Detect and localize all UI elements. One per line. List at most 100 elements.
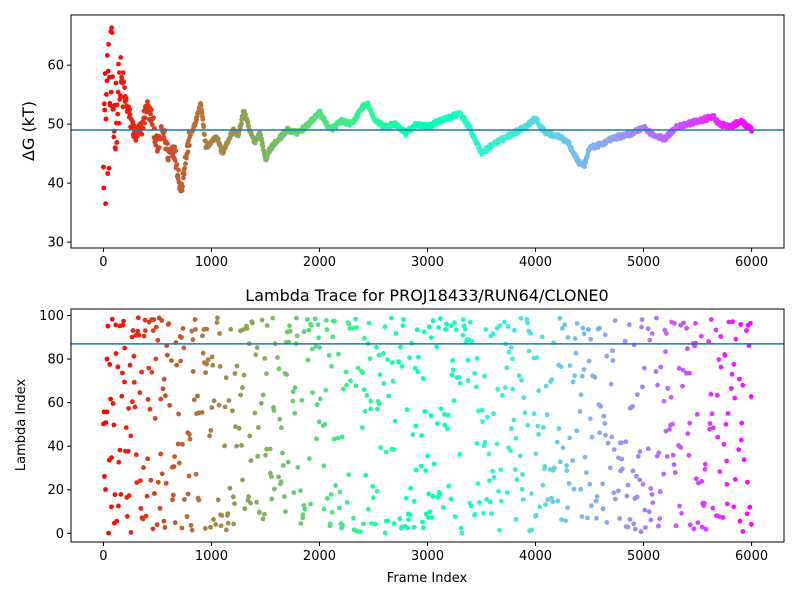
lambda-point [358, 529, 363, 535]
delta-g-point [182, 165, 188, 171]
lambda-point [574, 428, 580, 434]
lambda-point [452, 514, 458, 519]
lambda-point [582, 454, 588, 460]
x-tick-label: 1000 [195, 255, 228, 270]
lambda-point [611, 490, 617, 496]
delta-g-point [123, 96, 129, 102]
lambda-point [428, 335, 434, 340]
lambda-point [616, 488, 621, 494]
lambda-point [657, 516, 663, 521]
lambda-point [363, 472, 369, 478]
lambda-point [574, 321, 580, 326]
lambda-point [217, 331, 223, 336]
lambda-point [339, 434, 345, 440]
delta-g-y-axis-label: ΔG (kT) [19, 101, 38, 161]
lambda-point [487, 499, 493, 505]
lambda-point [167, 403, 173, 408]
lambda-point [330, 334, 336, 340]
lambda-point [361, 387, 367, 392]
lambda-point [747, 504, 753, 510]
delta-g-point [104, 78, 110, 84]
lambda-point [130, 399, 135, 405]
lambda-point [404, 407, 410, 413]
delta-g-point [582, 164, 587, 170]
delta-g-point [145, 99, 150, 104]
lambda-point [638, 529, 644, 535]
lambda-point [445, 426, 450, 431]
lambda-point [437, 316, 443, 321]
lambda-trace-points [101, 315, 754, 536]
lambda-point [486, 451, 492, 457]
y-tick-label: 100 [39, 309, 64, 324]
lambda-point [262, 356, 268, 361]
lambda-point [276, 474, 281, 480]
lambda-point [182, 497, 187, 502]
lambda-point [142, 328, 148, 333]
lambda-point [104, 356, 110, 362]
lambda-point [171, 492, 176, 498]
lambda-point [525, 422, 531, 428]
lambda-point [133, 452, 139, 458]
lambda-point [594, 494, 600, 499]
lambda-point [113, 322, 119, 328]
lambda-point [633, 473, 639, 479]
lambda-point [361, 521, 366, 527]
lambda-point [327, 521, 333, 527]
delta-g-point [180, 184, 185, 190]
lambda-point [597, 430, 602, 436]
lambda-point [450, 367, 456, 373]
lambda-point [223, 527, 229, 533]
delta-g-point [179, 188, 185, 193]
lambda-point [570, 379, 576, 385]
delta-g-point [149, 107, 154, 113]
delta-g-point [198, 103, 204, 108]
lambda-point [211, 517, 216, 522]
lambda-point [136, 332, 142, 338]
lambda-point [248, 500, 253, 506]
lambda-point [687, 420, 693, 426]
lambda-point [739, 420, 745, 426]
lambda-point [557, 459, 563, 465]
lambda-point [200, 350, 206, 356]
lambda-point [118, 492, 124, 497]
lambda-point [353, 316, 358, 322]
lambda-point [607, 465, 613, 471]
lambda-point [536, 432, 541, 437]
lambda-point [332, 318, 337, 324]
lambda-point [483, 327, 489, 332]
lambda-point [740, 529, 746, 534]
lambda-point [259, 317, 265, 323]
lambda-trace-x-axis-label: Frame Index [387, 571, 468, 586]
lambda-point [609, 434, 615, 440]
lambda-point [385, 518, 391, 524]
lambda-point [672, 321, 677, 326]
lambda-point [107, 362, 113, 367]
lambda-point [366, 320, 372, 326]
delta-g-point [117, 93, 123, 98]
lambda-point [258, 400, 264, 406]
lambda-point [392, 418, 398, 424]
lambda-point [368, 398, 374, 404]
delta-g-point [118, 55, 124, 60]
lambda-point [236, 425, 242, 431]
lambda-point [539, 334, 545, 340]
lambda-point [423, 468, 429, 473]
lambda-point [408, 485, 413, 491]
lambda-point [257, 509, 262, 515]
lambda-point [634, 392, 640, 398]
lambda-point [104, 409, 110, 415]
lambda-point [172, 520, 178, 525]
lambda-point [400, 323, 406, 329]
lambda-point [708, 391, 714, 397]
lambda-point [677, 503, 682, 509]
lambda-point [748, 394, 754, 399]
lambda-point [640, 481, 646, 487]
lambda-point [534, 355, 540, 360]
lambda-point [315, 322, 321, 328]
lambda-point [279, 425, 284, 431]
delta-g-point [174, 162, 180, 167]
lambda-point [588, 503, 594, 509]
lambda-point [152, 491, 157, 496]
delta-g-point [324, 120, 330, 126]
lambda-point [514, 477, 520, 482]
